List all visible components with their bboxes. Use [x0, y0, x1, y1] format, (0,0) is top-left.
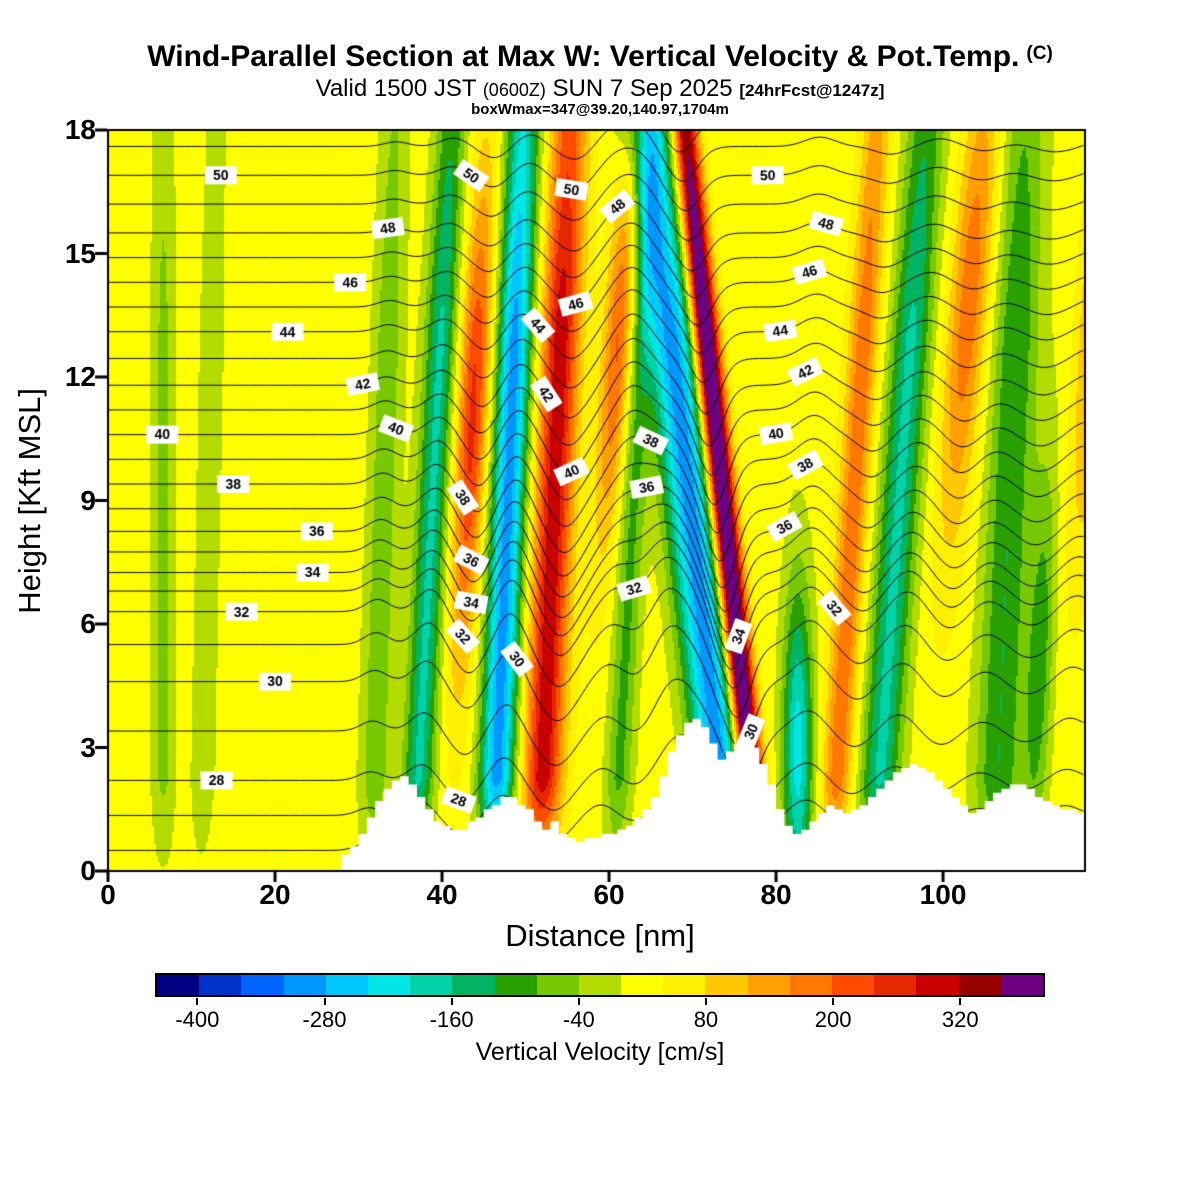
valid-time-line: Valid 1500 JST (0600Z) SUN 7 Sep 2025 [2… — [0, 75, 1200, 103]
colorbar-tick-label: 320 — [941, 1007, 979, 1032]
colorbar-tick — [323, 998, 326, 1005]
y-tick-label: 15 — [64, 237, 96, 269]
colorbar-tick-label: -400 — [175, 1007, 220, 1032]
colorbar-segment — [199, 975, 242, 995]
x-tick-label: 60 — [593, 879, 625, 910]
colorbar-segment — [747, 975, 790, 995]
colorbar-segment — [452, 975, 495, 995]
colorbar-tick — [704, 998, 707, 1005]
x-tick-label: 0 — [100, 879, 116, 910]
colorbar-segment — [283, 975, 326, 995]
forecast-tag: [24hrFcst@1247z] — [739, 81, 885, 100]
colorbar-tick-label: 80 — [693, 1007, 719, 1032]
y-tick-label: 9 — [80, 484, 96, 516]
wmax-note: boxWmax=347@39.20,140.97,1704m — [471, 101, 729, 118]
colorbar-segment — [621, 975, 664, 995]
x-tick-label: 80 — [760, 879, 792, 910]
chart-title: Wind-Parallel Section at Max W: Vertical… — [0, 40, 1200, 74]
colorbar-segment — [958, 975, 1001, 995]
chart-title-text: Wind-Parallel Section at Max W: Vertical… — [147, 40, 1020, 73]
x-tick-label: 20 — [259, 879, 291, 910]
colorbar-segment — [494, 975, 537, 995]
colorbar-segment — [663, 975, 706, 995]
colorbar-segment — [578, 975, 622, 995]
x-axis-title: Distance [nm] — [505, 918, 695, 953]
y-tick-label: 12 — [64, 361, 96, 392]
y-tick-label: 0 — [80, 855, 96, 886]
colorbar-tick-label: -40 — [562, 1007, 595, 1032]
x-tick-label: 100 — [919, 879, 967, 910]
colorbar-title: Vertical Velocity [cm/s] — [475, 1038, 725, 1066]
colorbar-tick — [577, 998, 580, 1005]
colorbar-segment — [410, 975, 453, 995]
colorbar-tick — [450, 998, 453, 1005]
colorbar-segment — [705, 975, 748, 995]
colorbar-segment — [1000, 975, 1043, 995]
colorbar-tick-label: -280 — [302, 1007, 347, 1032]
colorbar-tick — [959, 998, 962, 1005]
y-tick-label: 18 — [64, 114, 96, 145]
colorbar-segment — [874, 975, 917, 995]
valid-time: Valid 1500 JST — [315, 75, 477, 102]
colorbar-tick — [196, 998, 199, 1005]
valid-date: SUN 7 Sep 2025 — [552, 75, 733, 102]
colorbar-segment — [241, 975, 284, 995]
colorbar-tick — [832, 998, 835, 1005]
valid-time-utc: (0600Z) — [482, 80, 546, 100]
colorbar-segment — [789, 975, 832, 995]
colorbar-segment — [536, 975, 579, 995]
colorbar-segment — [325, 975, 368, 995]
title-units-label: (C) — [1026, 43, 1053, 64]
colorbar-segment — [916, 975, 959, 995]
x-tick-label: 40 — [426, 879, 458, 910]
colorbar-segment — [157, 975, 200, 995]
colorbar-tick-label: 200 — [814, 1007, 852, 1032]
colorbar-segment — [367, 975, 411, 995]
colorbar-segment — [832, 975, 875, 995]
y-tick-label: 6 — [80, 608, 96, 639]
colorbar — [155, 973, 1045, 997]
colorbar-tick-label: -160 — [429, 1007, 474, 1032]
y-tick-label: 3 — [80, 731, 96, 763]
